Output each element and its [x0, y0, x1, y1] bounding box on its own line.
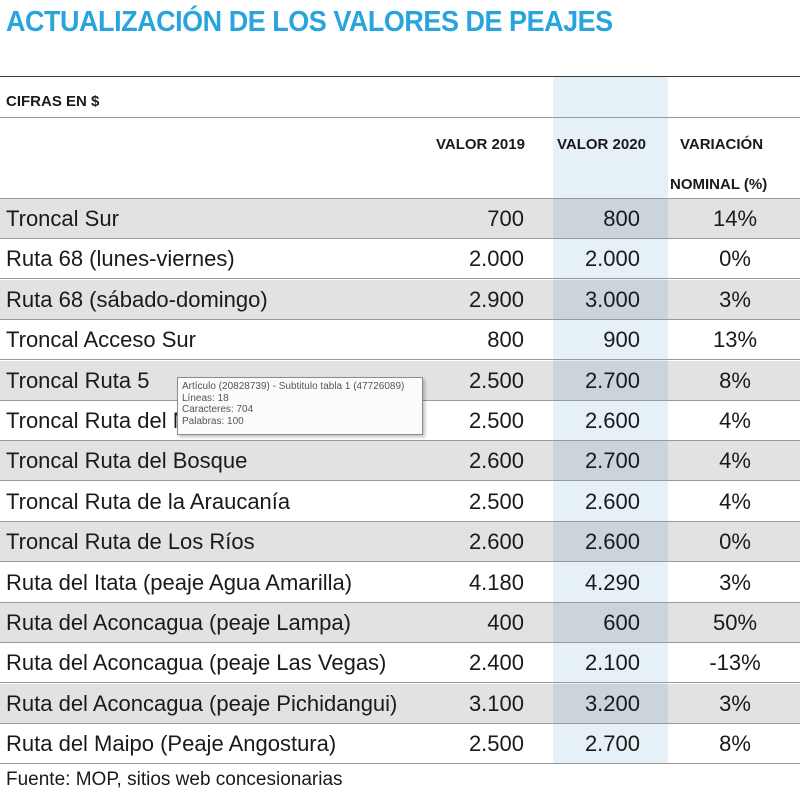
value-2020: 3.200 — [584, 690, 640, 716]
tooltip-article: Artículo (20828739) - Subtitulo tabla 1 … — [182, 381, 405, 392]
row-divider — [0, 722, 800, 724]
variation-percent: 8% — [719, 731, 751, 757]
value-2019: 2.000 — [468, 246, 524, 272]
value-2020: 4.290 — [584, 569, 640, 595]
variation-percent: 4% — [719, 448, 751, 474]
value-2019: 2.900 — [468, 286, 524, 312]
route-name: Ruta del Aconcagua (peaje Pichidangui) — [6, 690, 398, 716]
route-name: Troncal Ruta del Bosque — [6, 448, 248, 474]
value-2019: 2.500 — [468, 408, 524, 433]
row-divider — [0, 682, 800, 684]
source-note: Fuente: MOP, sitios web concesionarias — [6, 769, 343, 790]
header-valor-2020: VALOR 2020 — [557, 136, 646, 153]
table-row: Troncal Ruta del Bosque 2.600 2.700 4% — [0, 441, 800, 482]
value-2020: 2.700 — [584, 367, 640, 393]
row-divider — [0, 440, 800, 441]
table-row: Ruta del Aconcagua (peaje Pichidangui) 3.… — [0, 683, 800, 724]
value-2020: 2.600 — [584, 488, 640, 514]
table-row: Ruta 68 (lunes-viernes) 2.000 2.000 0% — [0, 239, 800, 280]
variation-percent: -13% — [709, 650, 761, 676]
value-2019: 800 — [487, 327, 524, 353]
variation-percent: 0% — [719, 529, 751, 555]
highlight-column-2020 — [553, 76, 668, 764]
value-2019: 700 — [487, 206, 524, 231]
value-2020: 2.600 — [584, 408, 640, 433]
value-2019: 4.180 — [468, 569, 524, 595]
variation-percent: 13% — [712, 327, 758, 353]
route-name: Ruta 68 (sábado-domingo) — [6, 286, 268, 312]
value-2020: 2.000 — [584, 246, 640, 272]
value-2020: 2.700 — [584, 448, 640, 474]
variation-percent: 4% — [719, 488, 751, 514]
row-divider — [0, 278, 800, 280]
route-name: Troncal Ruta de Los Ríos — [6, 529, 255, 555]
variation-percent: 50% — [712, 610, 758, 635]
table-row: Troncal Ruta de Los Ríos 2.600 2.600 0% — [0, 522, 800, 563]
value-2020: 600 — [603, 610, 640, 635]
variation-percent: 4% — [719, 408, 751, 433]
table-row: Troncal Sur 700 800 14% — [0, 199, 800, 239]
table-row: Ruta del Aconcagua (peaje Lampa) 400 600 50… — [0, 603, 800, 643]
row-divider — [0, 359, 800, 361]
row-divider — [0, 601, 800, 603]
value-2019: 3.100 — [468, 690, 524, 716]
route-name: Troncal Ruta 5 — [6, 367, 150, 393]
variation-percent: 3% — [719, 569, 751, 595]
header-variacion: VARIACIÓN — [680, 136, 764, 153]
value-2020: 3.000 — [584, 286, 640, 312]
row-divider — [0, 520, 800, 522]
value-2019: 2.500 — [468, 367, 524, 393]
value-2019: 400 — [487, 610, 524, 635]
route-name: Troncal Ruta de la Araucanía — [6, 488, 291, 514]
tooltip-characters: Caracteres: 704 — [182, 404, 254, 415]
table-row: Troncal Acceso Sur 800 900 13% — [0, 320, 800, 361]
row-divider — [0, 318, 800, 320]
tooltip-lines: Líneas: 18 — [182, 392, 229, 404]
row-divider — [0, 642, 800, 643]
variation-percent: 0% — [719, 246, 751, 272]
value-2020: 900 — [603, 327, 640, 353]
value-2020: 2.100 — [584, 650, 640, 676]
value-2019: 2.600 — [468, 448, 524, 474]
tooltip-words: Palabras: 100 — [182, 415, 244, 427]
route-name: Ruta del Aconcagua (peaje Lampa) — [6, 610, 351, 635]
page-title: ACTUALIZACIÓN DE LOS VALORES DE PEAJES — [6, 6, 613, 38]
units-label: CIFRAS EN $ — [6, 93, 100, 110]
variation-percent: 3% — [719, 690, 751, 716]
value-2019: 2.500 — [468, 488, 524, 514]
variation-percent: 8% — [719, 367, 751, 393]
variation-percent: 14% — [712, 206, 758, 231]
row-divider — [0, 763, 800, 765]
header-divider — [0, 117, 800, 118]
table-row: Ruta del Itata (peaje Agua Amarilla) 4.18… — [0, 563, 800, 603]
table-row: Troncal Ruta de la Araucanía 2.500 2.600 4% — [0, 482, 800, 522]
value-2019: 2.500 — [468, 731, 524, 757]
row-divider — [0, 238, 800, 239]
value-2019: 2.400 — [468, 650, 524, 676]
route-name: Troncal Sur — [6, 206, 119, 231]
header-valor-2019: VALOR 2019 — [436, 136, 525, 153]
top-divider — [0, 76, 800, 77]
route-name: Ruta del Aconcagua (peaje Las Vegas) — [6, 650, 387, 676]
header-nominal: NOMINAL (%) — [670, 176, 768, 193]
article-info-tooltip: Artículo (20828739) - Subtitulo tabla 1 … — [177, 377, 423, 435]
table-row: Ruta del Maipo (Peaje Angostura) 2.500 2.7… — [0, 724, 800, 765]
row-divider — [0, 480, 800, 482]
route-name: Troncal Acceso Sur — [6, 327, 196, 353]
route-name: Ruta del Itata (peaje Agua Amarilla) — [6, 569, 353, 595]
row-divider — [0, 561, 800, 563]
table-row: Ruta del Aconcagua (peaje Las Vegas) 2.40… — [0, 643, 800, 684]
value-2019: 2.600 — [468, 529, 524, 555]
table-top-divider — [0, 198, 800, 199]
route-name: Ruta 68 (lunes-viernes) — [6, 246, 235, 272]
route-name: Ruta del Maipo (Peaje Angostura) — [6, 731, 337, 757]
value-2020: 2.700 — [584, 731, 640, 757]
value-2020: 2.600 — [584, 529, 640, 555]
table-row: Ruta 68 (sábado-domingo) 2.900 3.000 3% — [0, 279, 800, 320]
value-2020: 800 — [603, 206, 640, 231]
variation-percent: 3% — [719, 286, 751, 312]
